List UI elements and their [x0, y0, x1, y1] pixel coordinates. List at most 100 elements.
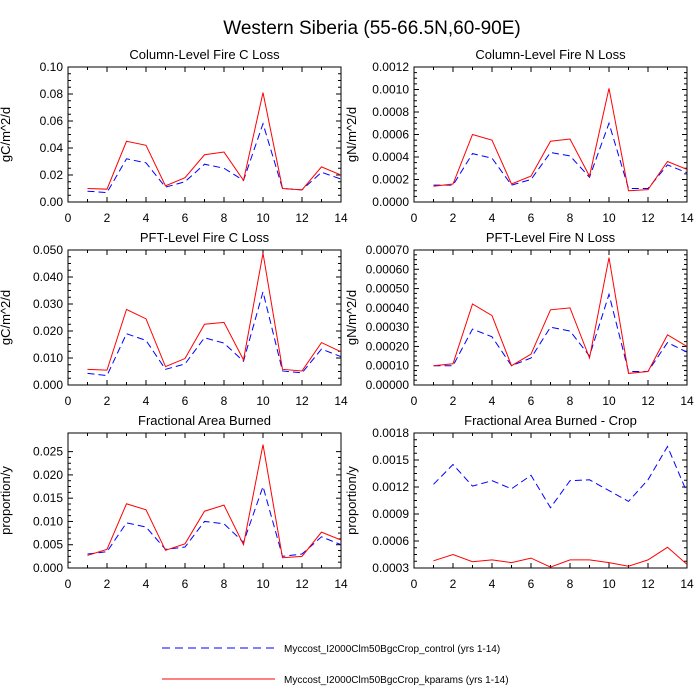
y-tick-label: 0.00 [40, 195, 64, 209]
plot-frame [413, 249, 688, 386]
series-line-control [87, 122, 341, 194]
x-tick-label: 4 [489, 394, 496, 408]
x-tick-label: 2 [450, 577, 457, 591]
legend-label-control: Myccost_I2000Clm50BgcCrop_control (yrs 1… [284, 644, 500, 655]
y-axis-label: proportion/y [344, 466, 359, 535]
x-tick-label: 0 [65, 394, 72, 408]
y-tick-label: 0.00000 [366, 378, 410, 392]
y-tick-label: 0.0006 [372, 534, 409, 548]
y-tick-label: 0.08 [40, 87, 64, 101]
y-tick-label: 0.0002 [372, 173, 409, 187]
x-tick-label: 4 [143, 211, 150, 225]
chart-panels: Column-Level Fire C Loss gC/m^2/d 0 2 4 6 8 10 1… [0, 47, 694, 591]
y-tick-label: 0.010 [33, 351, 63, 365]
x-tick-label: 8 [567, 394, 574, 408]
x-tick-label: 6 [182, 577, 189, 591]
x-tick-label: 14 [680, 211, 694, 225]
x-tick-label: 10 [602, 577, 616, 591]
plot-frame [67, 432, 342, 569]
x-tick-label: 14 [680, 394, 694, 408]
x-tick-label: 10 [602, 394, 616, 408]
x-tick-label: 4 [489, 211, 496, 225]
x-tick-label: 12 [295, 577, 309, 591]
y-tick-label: 0.025 [33, 445, 63, 459]
y-tick-label: 0.0009 [372, 507, 409, 521]
legend-entry-kparams: Myccost_I2000Clm50BgcCrop_kparams (yrs 1… [162, 675, 509, 686]
x-tick-label: 2 [104, 394, 111, 408]
y-tick-label: 0.020 [33, 468, 63, 482]
x-tick-label: 2 [104, 577, 111, 591]
plot-frame [67, 66, 342, 203]
y-tick-label: 0.00050 [366, 282, 410, 296]
panel-pft-level-fire-n-loss: PFT-Level Fire N Loss gN/m^2/d 0 2 4 6 8 10 12 14… [344, 230, 694, 408]
y-tick-label: 0.0010 [372, 83, 409, 97]
panel-pft-level-fire-c-loss: PFT-Level Fire C Loss gC/m^2/d 0 2 4 6 8 10 12 14… [0, 230, 348, 408]
x-tick-label: 0 [411, 577, 418, 591]
y-tick-label: 0.030 [33, 297, 63, 311]
x-tick-label: 4 [143, 577, 150, 591]
legend: Myccost_I2000Clm50BgcCrop_control (yrs 1… [162, 644, 509, 686]
x-tick-label: 12 [641, 577, 655, 591]
y-tick-label: 0.06 [40, 114, 64, 128]
y-tick-label: 0.0012 [372, 60, 409, 74]
x-tick-label: 10 [256, 394, 270, 408]
panel-title: Column-Level Fire N Loss [475, 47, 626, 62]
panel-title: Column-Level Fire C Loss [129, 47, 280, 62]
series-line-kparams [87, 253, 341, 372]
x-tick-label: 0 [411, 394, 418, 408]
y-axis-label: gN/m^2/d [344, 290, 359, 345]
x-tick-label: 6 [528, 211, 535, 225]
series-line-kparams [433, 546, 687, 568]
y-tick-label: 0.000 [33, 561, 63, 575]
x-tick-label: 12 [295, 394, 309, 408]
y-tick-label: 0.04 [40, 141, 64, 155]
x-tick-label: 4 [143, 394, 150, 408]
panel-title: PFT-Level Fire N Loss [486, 230, 616, 245]
y-tick-label: 0.005 [33, 538, 63, 552]
y-tick-label: 0.00040 [366, 301, 410, 315]
legend-entry-control: Myccost_I2000Clm50BgcCrop_control (yrs 1… [162, 644, 500, 655]
x-tick-label: 8 [221, 394, 228, 408]
series-line-control [87, 289, 341, 377]
x-tick-label: 14 [334, 577, 348, 591]
x-tick-label: 12 [641, 394, 655, 408]
panel-column-level-fire-n-loss: Column-Level Fire N Loss gN/m^2/d 0 2 4 6 8 10 1… [344, 47, 694, 225]
series-line-control [87, 484, 341, 557]
x-tick-label: 0 [65, 211, 72, 225]
y-tick-label: 0.0006 [372, 128, 409, 142]
y-tick-label: 0.00070 [366, 243, 410, 257]
x-tick-label: 14 [334, 394, 348, 408]
x-tick-label: 2 [450, 211, 457, 225]
series-line-kparams [87, 92, 341, 191]
x-tick-label: 0 [411, 211, 418, 225]
y-axis-label: gC/m^2/d [0, 107, 13, 162]
y-tick-label: 0.0015 [372, 453, 409, 467]
y-axis-label: proportion/y [0, 466, 13, 535]
series-line-kparams [433, 88, 687, 192]
series-line-kparams [87, 444, 341, 559]
panel-fractional-area-burned-crop: Fractional Area Burned - Crop proportion/… [344, 413, 694, 591]
y-tick-label: 0.0003 [372, 561, 409, 575]
y-tick-label: 0.000 [33, 378, 63, 392]
y-tick-label: 0.050 [33, 243, 63, 257]
y-tick-label: 0.00060 [366, 262, 410, 276]
y-tick-label: 0.00020 [366, 339, 410, 353]
x-tick-label: 8 [221, 211, 228, 225]
panel-fractional-area-burned: Fractional Area Burned proportion/y 0 2 4 6 8 1… [0, 413, 348, 591]
figure-title: Western Siberia (55-66.5N,60-90E) [223, 18, 520, 39]
y-tick-label: 0.02 [40, 168, 64, 182]
x-tick-label: 14 [680, 577, 694, 591]
x-tick-label: 0 [65, 577, 72, 591]
series-line-kparams [433, 257, 687, 374]
x-tick-label: 8 [567, 577, 574, 591]
series-line-control [433, 445, 687, 509]
panel-title: Fractional Area Burned [138, 413, 271, 428]
x-tick-label: 10 [256, 211, 270, 225]
y-tick-label: 0.0004 [372, 150, 409, 164]
x-tick-label: 8 [567, 211, 574, 225]
y-tick-label: 0.010 [33, 514, 63, 528]
y-tick-label: 0.040 [33, 270, 63, 284]
x-tick-label: 6 [182, 211, 189, 225]
y-tick-label: 0.0008 [372, 105, 409, 119]
